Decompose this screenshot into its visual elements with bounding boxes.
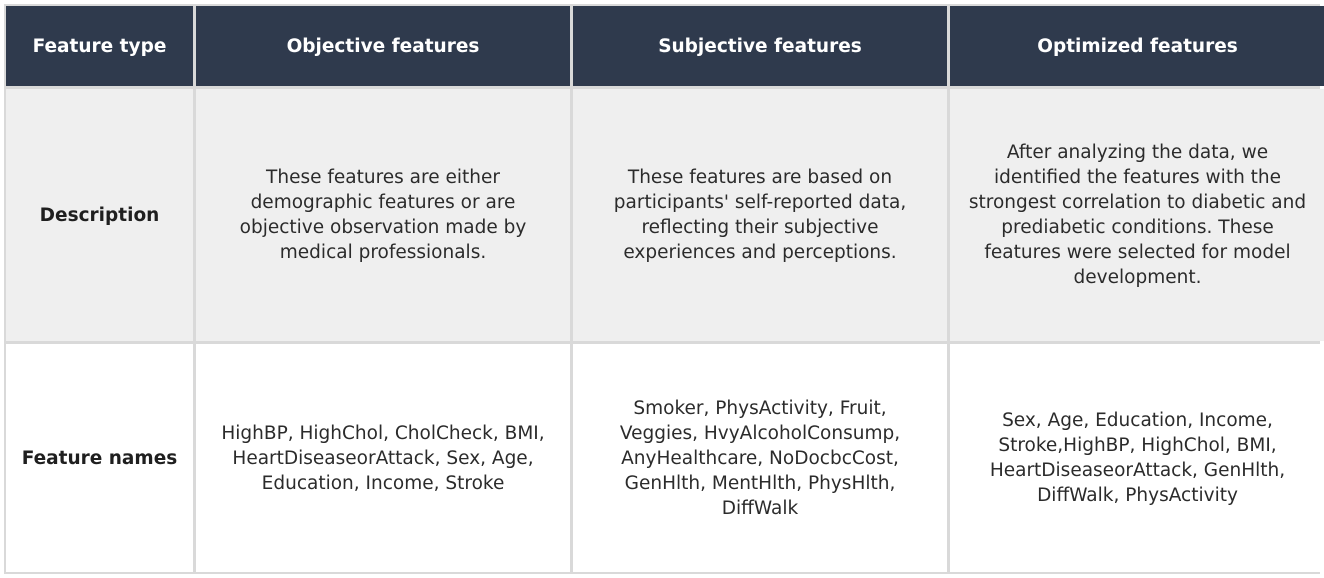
row-label-description: Description	[6, 89, 193, 341]
feature-names-optimized-text: Sex, Age, Education, Income, Stroke,High…	[989, 410, 1286, 506]
feature-table: Feature type Objective features Subjecti…	[4, 4, 1324, 574]
feature-names-subjective: Smoker, PhysActivity, Fruit, Veggies, Hv…	[573, 344, 947, 572]
header-subjective-label: Subjective features	[658, 35, 862, 57]
description-optimized: After analyzing the data, we identified …	[950, 89, 1324, 341]
feature-names-objective-text: HighBP, HighChol, CholCheck, BMI, HeartD…	[221, 422, 545, 494]
header-feature-type: Feature type	[6, 6, 193, 86]
row-label-feature-names-text: Feature names	[21, 447, 178, 469]
header-objective-label: Objective features	[286, 35, 480, 57]
description-objective-text: These features are either demographic fe…	[239, 167, 527, 263]
feature-names-objective: HighBP, HighChol, CholCheck, BMI, HeartD…	[196, 344, 570, 572]
header-subjective: Subjective features	[573, 6, 947, 86]
header-optimized-label: Optimized features	[1037, 35, 1238, 57]
description-subjective-text: These features are based on participants…	[613, 167, 907, 263]
header-objective: Objective features	[196, 6, 570, 86]
description-optimized-text: After analyzing the data, we identified …	[968, 142, 1307, 288]
header-optimized: Optimized features	[950, 6, 1324, 86]
row-label-feature-names: Feature names	[6, 344, 193, 572]
feature-names-subjective-text: Smoker, PhysActivity, Fruit, Veggies, Hv…	[619, 397, 901, 519]
description-objective: These features are either demographic fe…	[196, 89, 570, 341]
header-feature-type-label: Feature type	[32, 35, 167, 57]
description-subjective: These features are based on participants…	[573, 89, 947, 341]
feature-names-optimized: Sex, Age, Education, Income, Stroke,High…	[950, 344, 1324, 572]
row-label-description-text: Description	[39, 204, 160, 226]
